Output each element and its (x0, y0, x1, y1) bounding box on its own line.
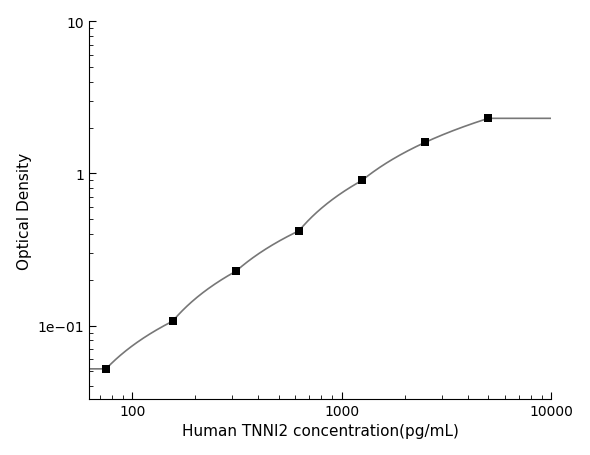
X-axis label: Human TNNI2 concentration(pg/mL): Human TNNI2 concentration(pg/mL) (182, 424, 458, 438)
Point (231, 268, 241, 275)
Point (484, 116, 493, 123)
Point (168, 318, 178, 325)
Point (294, 228, 304, 235)
Y-axis label: Optical Density: Optical Density (17, 152, 32, 269)
Point (421, 139, 430, 147)
Point (358, 177, 367, 185)
Point (101, 365, 111, 373)
